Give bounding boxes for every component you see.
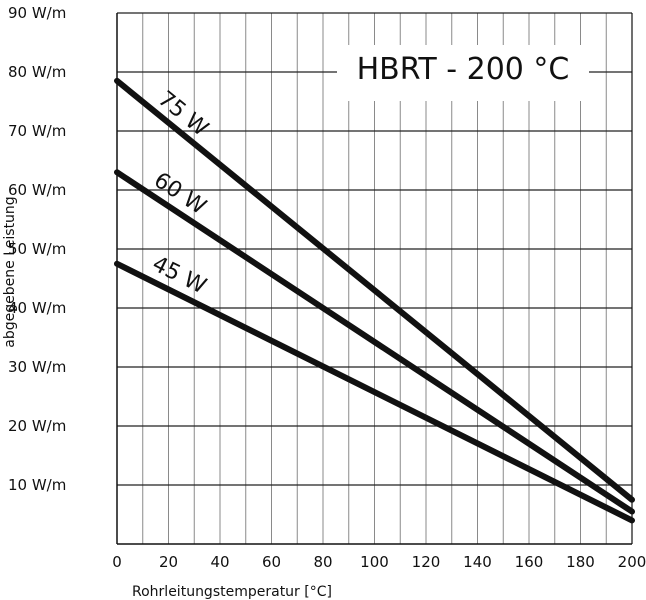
x-tick-label: 100 <box>360 553 389 571</box>
x-tick-label: 160 <box>515 553 544 571</box>
x-tick-label: 0 <box>112 553 122 571</box>
series-line <box>114 260 635 524</box>
y-tick-label: 80 W/m <box>8 63 66 81</box>
title-group: HBRT - 200 °C <box>337 45 589 101</box>
series-line <box>114 77 635 503</box>
y-tick-label: 60 W/m <box>8 181 66 199</box>
chart-title: HBRT - 200 °C <box>357 52 570 87</box>
y-tick-label: 40 W/m <box>8 299 66 317</box>
x-tick-label: 140 <box>463 553 492 571</box>
axes <box>116 13 633 545</box>
title-background <box>337 45 589 101</box>
y-axis-title: abgegebene Leistung <box>2 196 18 347</box>
tick-labels: 0 20 40 60 80 100 120 140 160 180 200 10 W/m 20 W/m 3… <box>8 4 646 571</box>
x-axis-title: Rohrleitungstemperatur [°C] <box>132 584 332 600</box>
series-labels: 75 W60 W45 W <box>148 86 213 299</box>
y-tick-label: 50 W/m <box>8 240 66 258</box>
x-tick-label: 80 <box>313 553 332 571</box>
x-tick-label: 200 <box>618 553 646 571</box>
grid <box>117 12 632 544</box>
y-tick-label: 90 W/m <box>8 4 66 22</box>
series-lines <box>114 77 635 524</box>
series-line <box>114 169 635 515</box>
x-tick-label: 180 <box>566 553 595 571</box>
y-tick-label: 30 W/m <box>8 358 66 376</box>
x-tick-label: 60 <box>262 553 281 571</box>
x-tick-label: 120 <box>412 553 441 571</box>
x-tick-label: 20 <box>159 553 178 571</box>
y-tick-label: 70 W/m <box>8 122 66 140</box>
y-tick-label: 20 W/m <box>8 417 66 435</box>
x-tick-label: 40 <box>210 553 229 571</box>
y-tick-label: 10 W/m <box>8 476 66 494</box>
